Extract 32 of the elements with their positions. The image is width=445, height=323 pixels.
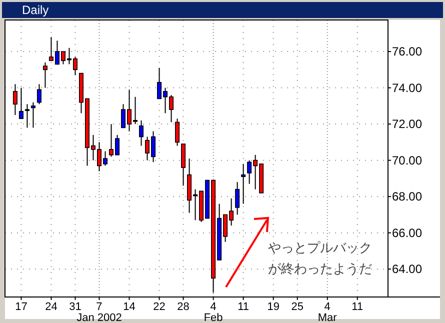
annotation: やっとプルバックが終わったようだ (268, 240, 372, 276)
candlestick (175, 118, 180, 146)
candlestick (24, 104, 30, 128)
candlestick (241, 163, 246, 204)
candlestick (18, 87, 24, 120)
y-tick-label: 64.00 (392, 262, 422, 276)
x-tick-label: 4 Mar (318, 301, 338, 323)
y-tick-label: 68.00 (392, 190, 422, 204)
y-tick-label: 70.00 (392, 153, 422, 168)
candlestick (139, 120, 144, 146)
x-tick-label: 17 (15, 301, 28, 313)
y-tick-label: 72.00 (392, 117, 422, 132)
x-tick-label: 31 (69, 301, 82, 313)
y-tick-label: 66.00 (392, 226, 422, 240)
x-tick-label: 25 (291, 301, 304, 313)
x-tick-label: 24 (45, 301, 58, 313)
x-tick-label: 11 (238, 301, 250, 313)
y-tick-label: 76.00 (392, 44, 422, 59)
x-tick-label: 19 (267, 301, 280, 313)
candlestick (235, 182, 240, 216)
candlestick (36, 84, 42, 105)
chart-title: Daily (22, 3, 49, 17)
x-tick-label: 22 (153, 301, 166, 313)
x-tick-label: 4 Feb (204, 301, 223, 323)
candlestick (181, 143, 186, 186)
y-tick-label: 74.00 (392, 80, 422, 95)
candlestick (30, 102, 36, 128)
candlestick (12, 84, 18, 116)
x-tick-label: 11 (352, 301, 364, 313)
x-tick-label: 14 (123, 301, 136, 313)
candlestick (42, 62, 48, 88)
x-tick-label: 28 (177, 301, 190, 313)
